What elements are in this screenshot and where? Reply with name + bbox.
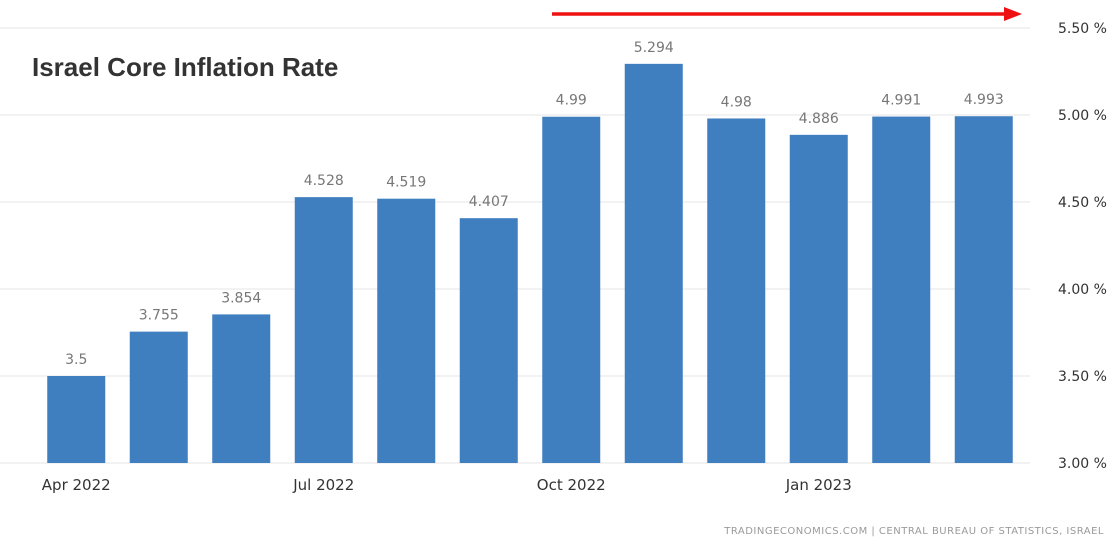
- data-label: 4.993: [964, 92, 1004, 108]
- bar: [624, 63, 683, 464]
- bar: [377, 198, 436, 463]
- data-label: 3.854: [221, 290, 261, 306]
- y-axis: 3.00 % 3.50 % 4.00 % 4.50 % 5.00 % 5.50 %: [1058, 21, 1107, 472]
- x-tick-label: Jan 2023: [785, 476, 852, 494]
- bar: [542, 116, 601, 464]
- x-tick-label: Jul 2022: [292, 476, 354, 494]
- bar: [789, 134, 848, 463]
- data-label: 3.755: [139, 308, 179, 324]
- bar: [212, 314, 271, 463]
- y-tick-label: 4.00 %: [1058, 282, 1107, 298]
- x-tick-label: Apr 2022: [42, 476, 111, 494]
- data-labels: 3.5 3.755 3.854 4.528 4.519 4.407 4.99 5.294 4.9…: [65, 40, 1004, 368]
- data-label: 4.519: [386, 175, 426, 191]
- y-tick-label: 5.00 %: [1058, 108, 1107, 124]
- bar: [954, 116, 1013, 463]
- data-label: 4.886: [799, 111, 839, 127]
- y-tick-label: 3.50 %: [1058, 369, 1107, 385]
- y-tick-label: 4.50 %: [1058, 195, 1107, 211]
- bar: [129, 331, 188, 463]
- y-tick-label: 5.50 %: [1058, 21, 1107, 37]
- bar: [707, 118, 766, 463]
- chart-title: Israel Core Inflation Rate: [32, 52, 338, 82]
- annotation-arrow: [552, 7, 1022, 21]
- x-axis: Apr 2022 Jul 2022 Oct 2022 Jan 2023: [42, 476, 852, 494]
- data-label: 4.528: [304, 173, 344, 189]
- data-label: 4.99: [556, 93, 587, 109]
- source-note: TRADINGECONOMICS.COM | CENTRAL BUREAU OF…: [723, 526, 1104, 537]
- data-label: 3.5: [65, 352, 87, 368]
- bar: [872, 116, 931, 463]
- data-label: 4.407: [469, 194, 509, 210]
- data-label: 4.98: [721, 94, 752, 110]
- data-label: 4.991: [881, 93, 921, 109]
- bar: [294, 197, 353, 464]
- arrow-head: [1004, 7, 1022, 21]
- bar: [459, 218, 518, 463]
- bar: [47, 376, 106, 463]
- y-tick-label: 3.00 %: [1058, 456, 1107, 472]
- bars: [47, 63, 1013, 464]
- x-tick-label: Oct 2022: [537, 476, 606, 494]
- data-label: 5.294: [634, 40, 674, 56]
